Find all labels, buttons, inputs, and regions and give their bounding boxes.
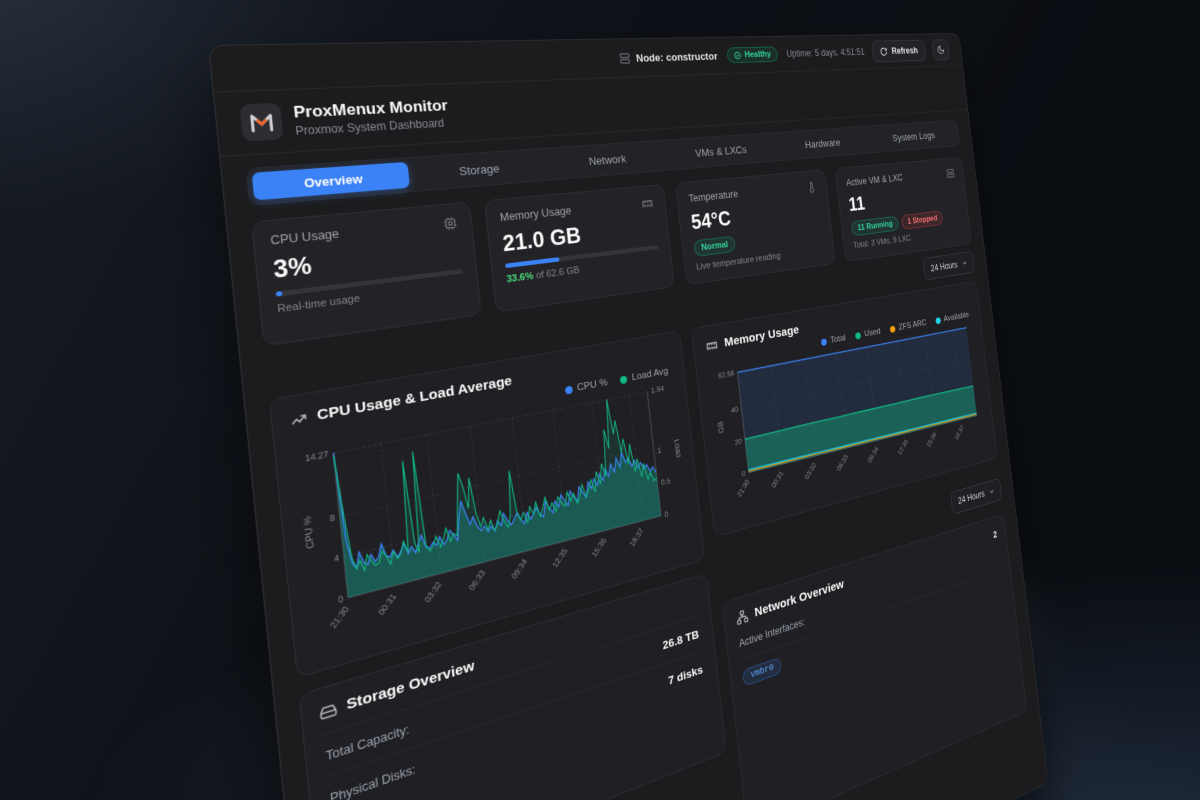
node-label: Node: constructor — [635, 49, 719, 64]
tab-vms-lxcs[interactable]: VMs & LXCs — [694, 143, 748, 159]
svg-text:06:33: 06:33 — [836, 453, 850, 472]
moon-icon — [936, 45, 945, 55]
tab-overview[interactable]: Overview — [251, 161, 411, 201]
legend-dot-zfs — [889, 325, 896, 333]
chevron-down-icon — [988, 486, 995, 495]
cpu-caption: Real-time usage — [276, 293, 361, 316]
svg-text:1.94: 1.94 — [650, 385, 664, 396]
svg-text:06:33: 06:33 — [468, 569, 488, 593]
refresh-button[interactable]: Refresh — [871, 39, 927, 63]
right-column: Memory Usage Total Used ZFS ARC Availabl… — [691, 280, 1028, 800]
svg-text:15:36: 15:36 — [591, 537, 609, 559]
svg-text:12:35: 12:35 — [897, 438, 910, 457]
svg-text:21:30: 21:30 — [736, 478, 751, 498]
server-icon — [619, 52, 632, 65]
interface-badge: vmbr0 — [741, 656, 783, 687]
svg-text:00:31: 00:31 — [377, 592, 399, 617]
uptime-text: Uptime: 5 days, 4:51:51 — [785, 46, 866, 60]
svg-text:CPU %: CPU % — [302, 515, 317, 550]
svg-text:0: 0 — [664, 510, 669, 519]
tab-system-logs[interactable]: System Logs — [891, 129, 936, 144]
svg-text:Load: Load — [673, 438, 683, 458]
svg-text:00:31: 00:31 — [771, 470, 786, 490]
content-grid: CPU Usage & Load Average CPU % Load Avg … — [244, 273, 1041, 800]
legend-dot-cpu — [564, 385, 573, 395]
svg-text:0.5: 0.5 — [661, 477, 672, 488]
svg-text:20: 20 — [734, 438, 742, 448]
health-badge: Healthy — [726, 46, 779, 64]
cpu-icon — [442, 216, 458, 232]
memory-chart-card: Memory Usage Total Used ZFS ARC Availabl… — [691, 280, 998, 538]
svg-text:12:35: 12:35 — [551, 547, 570, 570]
hard-drive-icon — [319, 700, 339, 723]
legend-dot-total — [820, 337, 828, 346]
svg-text:03:32: 03:32 — [804, 461, 818, 481]
app-title-block: ProxMenux Monitor Proxmox System Dashboa… — [293, 97, 450, 138]
cpu-card-label: CPU Usage — [269, 227, 340, 248]
svg-text:15:36: 15:36 — [926, 431, 938, 449]
legend-dot-load — [619, 374, 628, 384]
memory-caption: 33.6% of 62.6 GB — [506, 265, 581, 286]
tab-storage[interactable]: Storage — [458, 161, 501, 178]
dashboard-window: Node: constructor Healthy Uptime: 5 days… — [208, 32, 1049, 800]
active-vm-card: Active VM & LXC 11 11 Running 1 Stopped … — [834, 156, 972, 263]
network-icon — [736, 608, 750, 626]
memory-icon — [705, 338, 719, 354]
trending-up-icon — [289, 409, 309, 429]
proxmenux-logo — [239, 102, 284, 142]
left-column: CPU Usage & Load Average CPU % Load Avg … — [268, 330, 727, 800]
network-interface-count: 2 — [992, 528, 998, 541]
legend-dot-used — [854, 331, 862, 340]
memory-progress-fill — [504, 257, 560, 269]
svg-text:GB: GB — [717, 421, 726, 434]
memory-card-label: Memory Usage — [499, 204, 572, 224]
check-circle-icon — [733, 51, 741, 60]
theme-toggle-button[interactable] — [931, 39, 951, 61]
tab-network[interactable]: Network — [588, 151, 627, 168]
svg-text:09:34: 09:34 — [510, 557, 529, 580]
svg-text:21:30: 21:30 — [329, 605, 352, 630]
svg-text:8: 8 — [329, 513, 336, 524]
svg-text:18:37: 18:37 — [954, 424, 966, 442]
thermometer-icon — [806, 181, 818, 194]
cpu-progress-fill — [275, 290, 283, 297]
vm-stopped-badge: 1 Stopped — [901, 210, 944, 230]
svg-text:62.56: 62.56 — [718, 369, 735, 380]
temperature-card-label: Temperature — [688, 188, 739, 205]
svg-text:09:34: 09:34 — [867, 445, 880, 464]
svg-text:18:37: 18:37 — [628, 527, 645, 549]
vm-card-label: Active VM & LXC — [845, 172, 904, 189]
svg-text:14.27: 14.27 — [305, 450, 330, 464]
svg-text:0: 0 — [742, 470, 747, 479]
vm-running-badge: 11 Running — [850, 215, 900, 237]
memory-icon — [641, 197, 655, 211]
server-stack-icon — [946, 167, 956, 179]
divider — [740, 568, 1002, 661]
refresh-icon — [880, 47, 889, 56]
memory-time-range-select[interactable]: 24 Hours — [950, 477, 1003, 515]
svg-text:03:32: 03:32 — [423, 580, 444, 604]
memory-chart: 21:30 00:31 03:32 06:33 09:34 12:35 15:36 18:37… — [717, 320, 987, 499]
chevron-down-icon — [961, 259, 968, 268]
temperature-status-badge: Normal — [693, 235, 736, 257]
svg-text:40: 40 — [731, 406, 739, 416]
tab-hardware[interactable]: Hardware — [804, 136, 841, 151]
legend-dot-available — [935, 316, 941, 325]
svg-text:4: 4 — [334, 554, 341, 565]
svg-text:1: 1 — [657, 446, 662, 455]
node-indicator: Node: constructor — [619, 50, 718, 65]
svg-text:0: 0 — [338, 594, 345, 605]
cpu-chart-card: CPU Usage & Load Average CPU % Load Avg … — [268, 330, 706, 679]
